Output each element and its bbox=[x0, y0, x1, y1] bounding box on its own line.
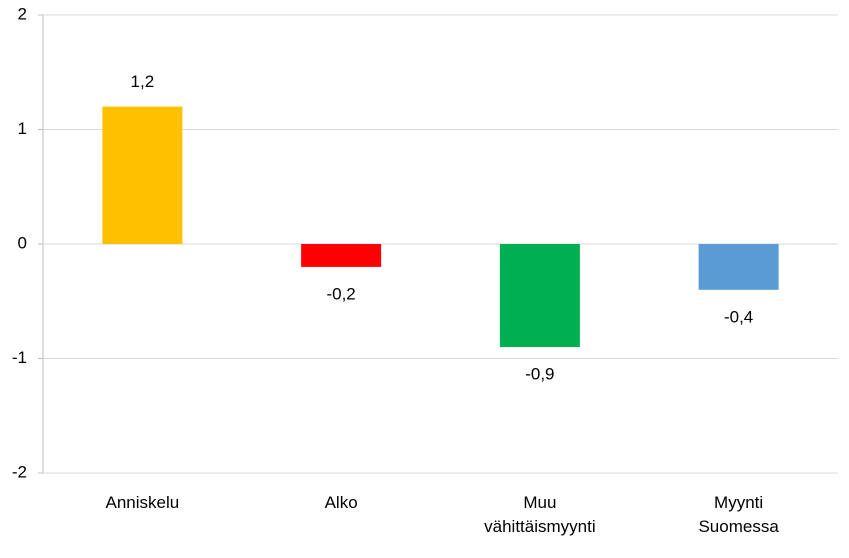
data-label: -0,4 bbox=[724, 307, 753, 326]
x-tick-label: Muu vähittäismyynti bbox=[484, 493, 596, 536]
bar bbox=[698, 244, 779, 290]
data-label: -0,2 bbox=[326, 284, 355, 303]
data-label: 1,2 bbox=[131, 72, 155, 91]
bar bbox=[102, 106, 183, 244]
y-tick-label: 0 bbox=[18, 233, 27, 252]
bar bbox=[499, 244, 580, 348]
x-tick-label: Alko bbox=[324, 493, 358, 512]
y-tick-label: 2 bbox=[18, 4, 27, 23]
y-tick-label: 1 bbox=[18, 119, 27, 138]
x-tick-label: Myynti Suomessa bbox=[698, 493, 779, 536]
y-tick-label: -2 bbox=[12, 462, 27, 481]
x-tick-label: Anniskelu bbox=[105, 493, 180, 512]
y-tick-label: -1 bbox=[12, 348, 27, 367]
bar bbox=[301, 244, 382, 267]
data-label: -0,9 bbox=[525, 365, 554, 384]
